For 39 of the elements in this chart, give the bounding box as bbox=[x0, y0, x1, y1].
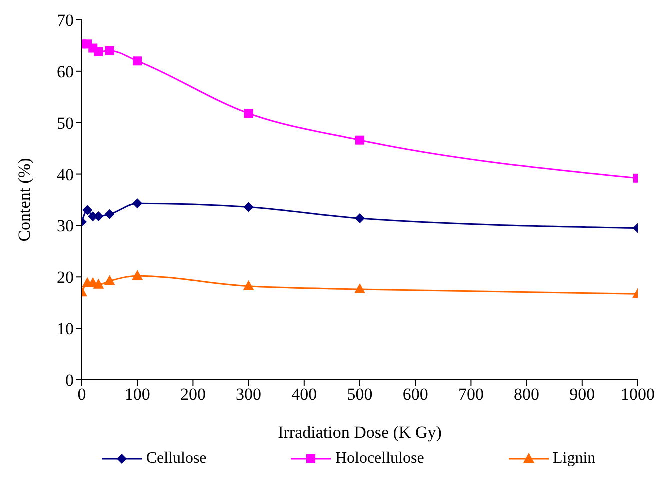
y-tick-label: 50 bbox=[57, 114, 74, 133]
point bbox=[94, 47, 104, 56]
y-tick-label: 70 bbox=[57, 11, 74, 30]
point bbox=[93, 278, 104, 289]
x-tick-label: 700 bbox=[458, 385, 484, 404]
y-tick-label: 10 bbox=[57, 320, 74, 339]
x-tick-label: 900 bbox=[570, 385, 596, 404]
x-tick-label: 600 bbox=[402, 385, 428, 404]
y-tick-label: 60 bbox=[57, 62, 74, 82]
point bbox=[244, 202, 254, 212]
legend-label: Cellulose bbox=[146, 450, 207, 468]
point bbox=[132, 198, 143, 209]
point bbox=[105, 46, 114, 56]
x-tick-label: 1000 bbox=[621, 385, 655, 404]
point bbox=[82, 205, 93, 216]
x-tick-label: 500 bbox=[347, 385, 373, 404]
point bbox=[356, 136, 364, 145]
y-tick-label: 0 bbox=[66, 371, 74, 390]
y-tick-label: 40 bbox=[57, 165, 74, 184]
point bbox=[244, 109, 254, 118]
point bbox=[132, 270, 144, 280]
point bbox=[104, 209, 115, 220]
x-tick-label: 300 bbox=[236, 385, 262, 404]
y-tick-label: 30 bbox=[57, 216, 74, 236]
x-tick-label: 400 bbox=[292, 385, 318, 404]
legend-label: Holocellulose bbox=[335, 450, 424, 468]
x-tick-label: 800 bbox=[514, 385, 540, 404]
point bbox=[243, 280, 254, 290]
x-tick-label: 200 bbox=[180, 385, 206, 404]
x-axis-title: Irradiation Dose (K Gy) bbox=[278, 423, 442, 442]
point bbox=[354, 283, 366, 294]
legend-label: Lignin bbox=[552, 450, 596, 468]
point bbox=[104, 275, 116, 286]
y-axis-title: Content (%) bbox=[15, 158, 34, 242]
x-tick-label: 0 bbox=[78, 385, 86, 404]
point bbox=[355, 214, 365, 224]
x-tick-label: 100 bbox=[124, 385, 150, 404]
y-tick-label: 20 bbox=[57, 268, 74, 288]
point bbox=[133, 56, 142, 66]
